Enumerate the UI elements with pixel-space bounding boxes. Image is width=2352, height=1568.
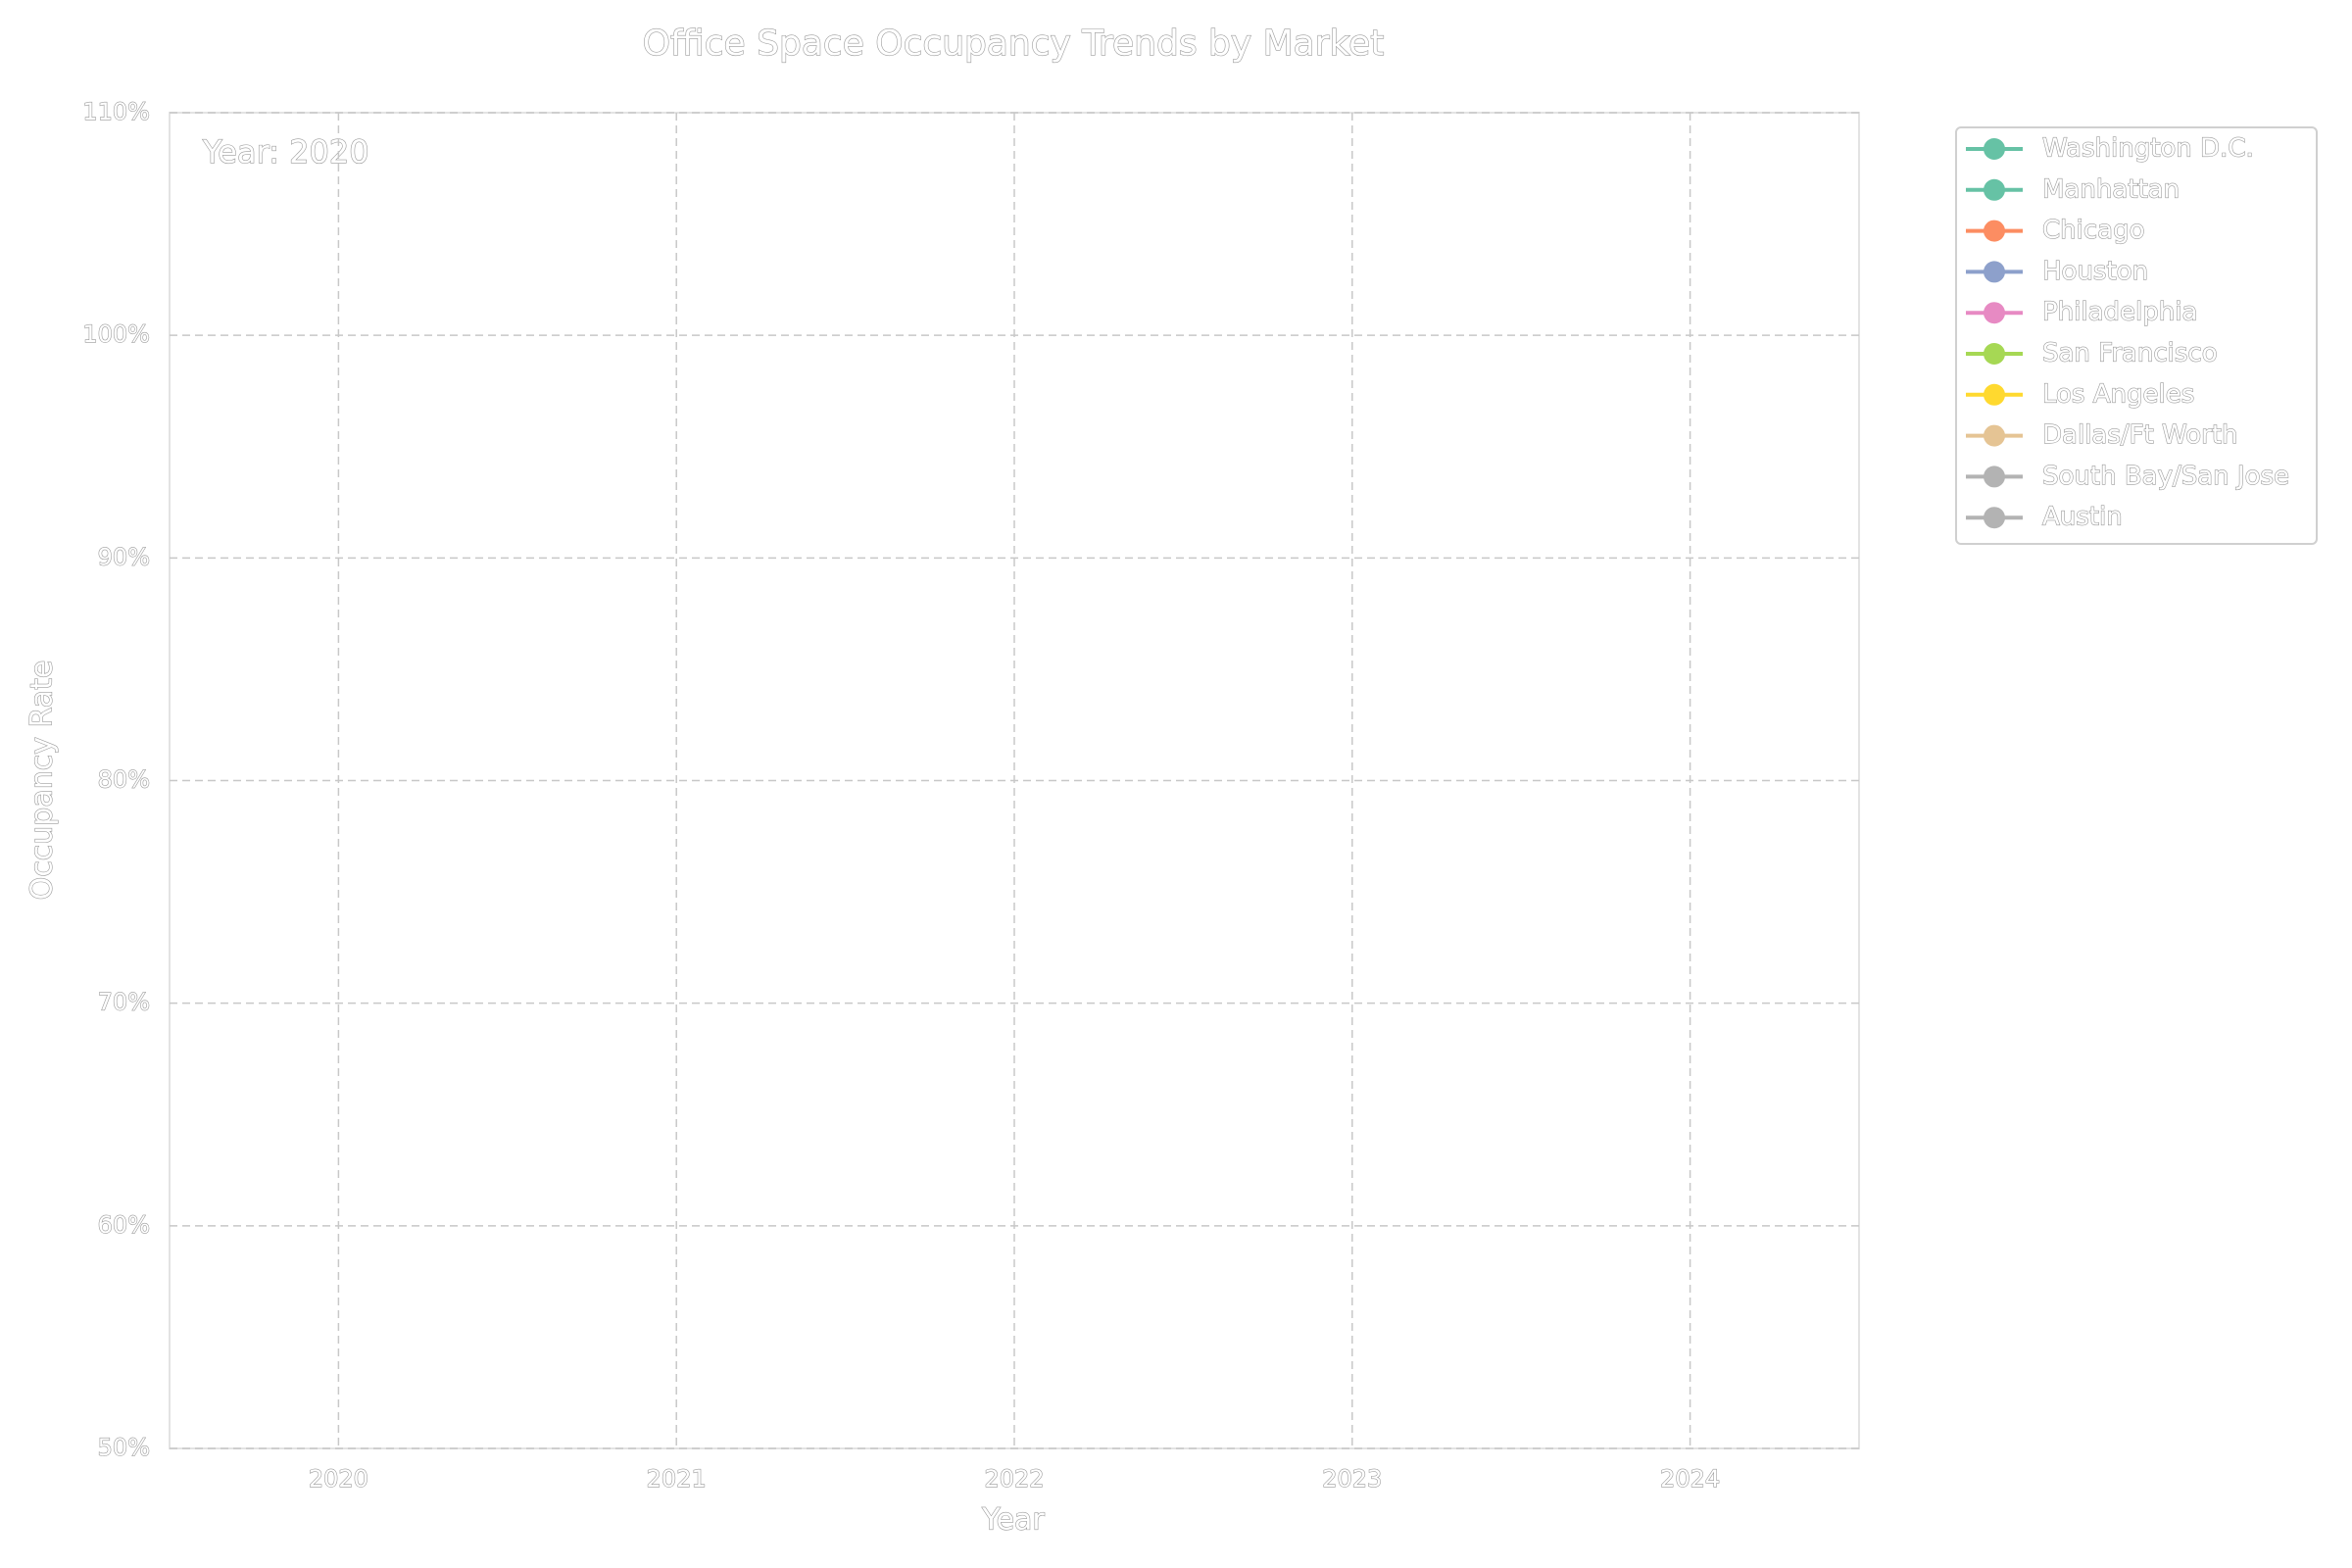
legend [1955, 126, 2318, 545]
legend-label: Los Angeles [2042, 379, 2194, 409]
legend-label: Chicago [2042, 216, 2145, 245]
legend-label: Houston [2042, 257, 2148, 286]
x-tick-label: 2020 [309, 1465, 368, 1493]
legend-marker [1984, 343, 2005, 365]
legend-marker [1984, 302, 2005, 324]
x-tick-label: 2024 [1660, 1465, 1720, 1493]
x-axis-label: Year [981, 1503, 1045, 1538]
y-tick-label: 60% [98, 1211, 150, 1239]
legend-marker [1984, 466, 2005, 488]
legend-label: Washington D.C. [2042, 134, 2254, 164]
legend-marker [1984, 220, 2005, 242]
x-tick-label: 2022 [984, 1465, 1044, 1493]
y-axis-label: Occupancy Rate [25, 661, 60, 901]
y-tick-label: 100% [82, 320, 150, 348]
x-tick-label: 2021 [647, 1465, 707, 1493]
y-tick-label: 50% [98, 1434, 150, 1461]
y-tick-label: 80% [98, 766, 150, 794]
legend-label: Manhattan [2042, 174, 2180, 204]
legend-label: San Francisco [2042, 339, 2218, 368]
x-tick-label: 2023 [1322, 1465, 1382, 1493]
legend-marker [1984, 138, 2005, 160]
legend-label: Philadelphia [2042, 298, 2197, 327]
y-tick-label: 110% [82, 98, 150, 125]
legend-label: Dallas/Ft Worth [2042, 420, 2238, 450]
legend-marker [1984, 424, 2005, 447]
y-tick-label: 70% [98, 989, 150, 1016]
annotation: Year: 2020 [202, 133, 369, 171]
legend-label: Austin [2042, 503, 2123, 532]
chart-title: Office Space Occupancy Trends by Market [643, 24, 1385, 64]
legend-marker [1984, 178, 2005, 201]
legend-marker [1984, 383, 2005, 406]
legend-label: South Bay/San Jose [2042, 462, 2289, 491]
legend-marker [1984, 261, 2005, 283]
legend-marker [1984, 507, 2005, 529]
y-tick-label: 90% [98, 543, 150, 570]
